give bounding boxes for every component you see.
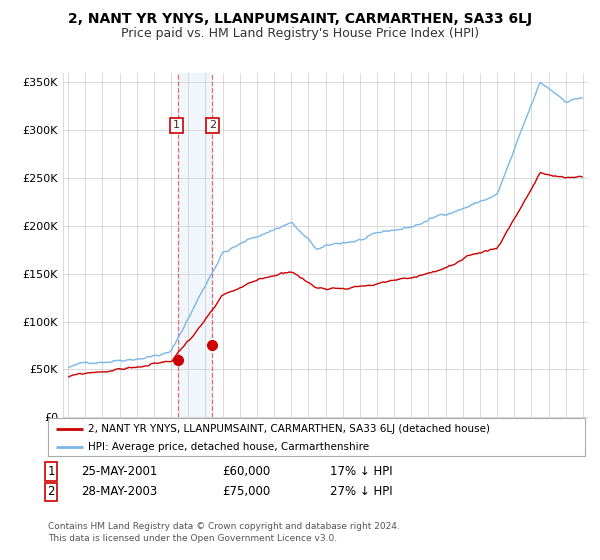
Text: 28-MAY-2003: 28-MAY-2003 <box>81 485 157 498</box>
Text: 17% ↓ HPI: 17% ↓ HPI <box>330 465 392 478</box>
Text: 1: 1 <box>47 465 55 478</box>
Text: 25-MAY-2001: 25-MAY-2001 <box>81 465 157 478</box>
Bar <box>178 73 212 417</box>
Text: 1: 1 <box>173 120 180 130</box>
Text: 2: 2 <box>47 485 55 498</box>
Text: 2, NANT YR YNYS, LLANPUMSAINT, CARMARTHEN, SA33 6LJ (detached house): 2, NANT YR YNYS, LLANPUMSAINT, CARMARTHE… <box>88 424 490 434</box>
Text: Contains HM Land Registry data © Crown copyright and database right 2024.
This d: Contains HM Land Registry data © Crown c… <box>48 522 400 543</box>
Text: 2, NANT YR YNYS, LLANPUMSAINT, CARMARTHEN, SA33 6LJ: 2, NANT YR YNYS, LLANPUMSAINT, CARMARTHE… <box>68 12 532 26</box>
Text: 2: 2 <box>209 120 217 130</box>
Text: £75,000: £75,000 <box>222 485 270 498</box>
Text: 27% ↓ HPI: 27% ↓ HPI <box>330 485 392 498</box>
Text: Price paid vs. HM Land Registry's House Price Index (HPI): Price paid vs. HM Land Registry's House … <box>121 27 479 40</box>
Text: £60,000: £60,000 <box>222 465 270 478</box>
Text: HPI: Average price, detached house, Carmarthenshire: HPI: Average price, detached house, Carm… <box>88 442 370 452</box>
